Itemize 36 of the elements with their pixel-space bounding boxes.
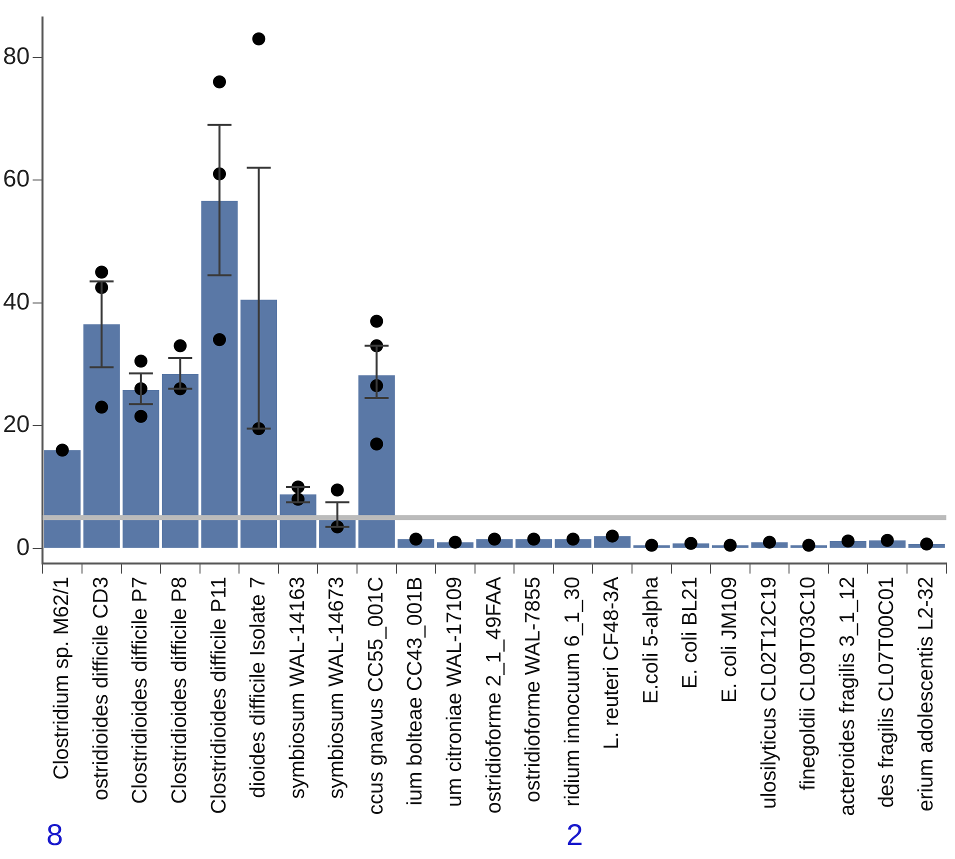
text: 8 xyxy=(46,819,64,852)
bar xyxy=(201,200,238,548)
x-tick-label: Clostridioides difficile P8 xyxy=(168,576,191,804)
x-tick-label: L. reuteri CF48-3A xyxy=(600,576,624,750)
x-tick-label: ulosilyticus CL02T12C19 xyxy=(757,576,780,809)
x-tick-label: Clostridium sp. M62/1 xyxy=(50,576,74,780)
bar xyxy=(83,324,120,548)
x-tick-label: ostridioforme 2_1_49FAA xyxy=(482,576,506,814)
bar xyxy=(162,374,198,548)
x-tick-label: E.coli 5-alpha xyxy=(639,576,662,704)
text: 2 xyxy=(566,819,584,852)
x-tick-label: symbiosum WAL-14163 xyxy=(286,576,309,799)
x-tick-label: finegoldii CL09T03C10 xyxy=(796,576,820,790)
x-tick-label: ostridioides difficile CD3 xyxy=(89,576,112,800)
x-tick-label: acteroides fragilis 3_1_12 xyxy=(836,576,859,816)
bar xyxy=(240,300,278,548)
x-tick-label: Clostridioides difficile P11 xyxy=(207,576,230,814)
x-tick-label: E. coli JM109 xyxy=(718,576,741,703)
y-tick-label: 0 xyxy=(16,534,30,561)
x-tick-label: Clostridioides difficile P7 xyxy=(128,576,152,804)
x-tick-label: ccus gnavus CC55_001C xyxy=(364,576,388,815)
x-tick-label: E. coli BL21 xyxy=(678,576,702,689)
x-tick-label: ridium innocuum 6_1_30 xyxy=(560,576,584,807)
x-tick-label: erium adolescentis L2-32 xyxy=(914,576,938,812)
x-tick-label: ium bolteae CC43_001B xyxy=(404,576,427,806)
x-tick-label: symbiosum WAL-14673 xyxy=(325,576,348,799)
y-tick-label: 60 xyxy=(2,166,30,193)
y-tick-label: 20 xyxy=(2,411,30,438)
x-tick-label: dioides difficile Isolate 7 xyxy=(246,576,270,798)
bar xyxy=(122,390,160,548)
y-tick-label: 80 xyxy=(2,42,30,70)
y-tick-label: 40 xyxy=(2,288,30,316)
x-tick-label: um citroniae WAL-17109 xyxy=(442,576,466,808)
bar xyxy=(44,450,81,548)
x-tick-label: des fragilis CL07T00C01 xyxy=(875,576,898,808)
x-tick-label: ostridioforme WAL-7855 xyxy=(522,576,545,802)
